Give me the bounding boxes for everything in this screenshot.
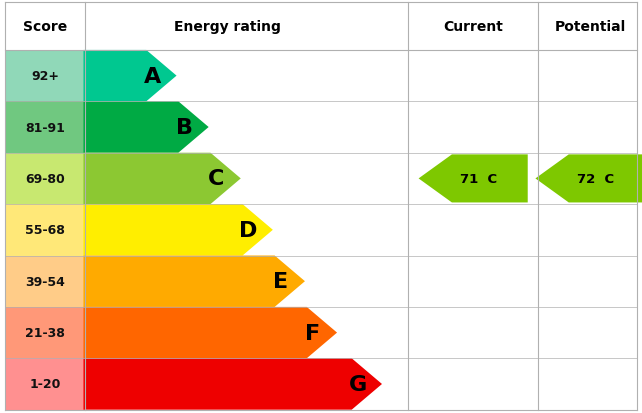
Text: G: G (349, 374, 367, 394)
Text: A: A (144, 66, 161, 86)
Text: 55-68: 55-68 (25, 224, 65, 237)
Text: D: D (239, 220, 258, 240)
Text: Energy rating: Energy rating (174, 20, 281, 34)
Text: E: E (273, 271, 288, 292)
Text: 92+: 92+ (31, 70, 59, 83)
Polygon shape (83, 358, 382, 410)
Text: Score: Score (23, 20, 67, 34)
Polygon shape (83, 256, 305, 307)
Polygon shape (83, 102, 209, 153)
Polygon shape (419, 155, 528, 203)
Polygon shape (83, 153, 241, 204)
Bar (5, 307, 85, 358)
Text: 81-91: 81-91 (25, 121, 65, 134)
Bar (5, 358, 85, 410)
Text: C: C (209, 169, 225, 189)
Text: 21-38: 21-38 (25, 326, 65, 339)
Text: 72  C: 72 C (577, 173, 614, 185)
Bar (5, 51, 85, 102)
Text: 39-54: 39-54 (25, 275, 65, 288)
Polygon shape (535, 155, 642, 203)
Text: Current: Current (443, 20, 503, 34)
Text: 69-80: 69-80 (26, 173, 65, 185)
Bar (5, 204, 85, 256)
Polygon shape (83, 204, 273, 256)
Text: 71  C: 71 C (460, 173, 497, 185)
Text: B: B (176, 118, 193, 138)
Text: F: F (305, 323, 320, 343)
Bar (5, 153, 85, 204)
Polygon shape (83, 307, 337, 358)
Bar (5, 102, 85, 153)
Polygon shape (83, 51, 177, 102)
Text: 1-20: 1-20 (30, 377, 61, 391)
Text: Potential: Potential (555, 20, 625, 34)
Bar (5, 256, 85, 307)
